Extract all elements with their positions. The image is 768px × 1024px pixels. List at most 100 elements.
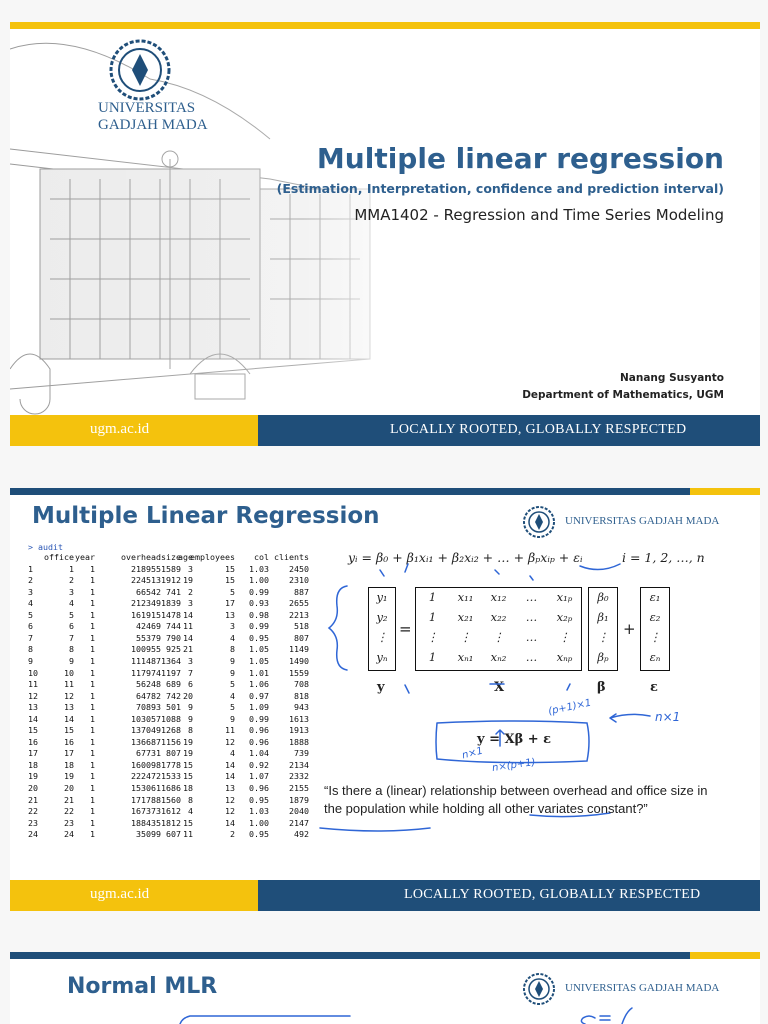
footer-motto: LOCALLY ROOTED, GLOBALLY RESPECTED bbox=[404, 887, 701, 902]
row-name: 2 bbox=[28, 575, 33, 586]
table-cell: 2 bbox=[188, 586, 193, 597]
table-cell: 19 bbox=[183, 748, 193, 759]
matrix-row: ⋮ bbox=[369, 627, 395, 647]
column-header: office bbox=[44, 552, 74, 562]
table-cell: 501 bbox=[166, 702, 181, 713]
table-cell: 21 bbox=[183, 644, 193, 655]
table-cell: 2 bbox=[230, 829, 235, 840]
matrix-entry: ε₁ bbox=[649, 590, 661, 604]
matrix-entry: 1 bbox=[428, 650, 437, 664]
table-cell: 1490 bbox=[289, 655, 309, 666]
matrix-row: 1 xₙ₁ xₙ₂ … xₙₚ bbox=[416, 647, 581, 667]
table-cell: 1 bbox=[69, 563, 74, 574]
matrix-entry: x₁₁ bbox=[457, 590, 474, 604]
table-cell: 3 bbox=[188, 598, 193, 609]
row-name: 1 bbox=[28, 563, 33, 574]
table-cell: 17 bbox=[64, 748, 74, 759]
matrix-entry: ⋮ bbox=[459, 630, 472, 644]
slide-title: Normal MLR bbox=[67, 974, 218, 999]
table-cell: 0.97 bbox=[249, 690, 269, 701]
table-cell: 20 bbox=[183, 690, 193, 701]
table-cell: 161915 bbox=[131, 609, 161, 620]
table-cell: 11 bbox=[225, 725, 235, 736]
handwriting bbox=[179, 1007, 633, 1024]
table-cell: 3 bbox=[230, 621, 235, 632]
table-cell: 1 bbox=[90, 759, 95, 770]
matrix-row: βₚ bbox=[589, 647, 617, 667]
table-cell: 2147 bbox=[289, 817, 309, 828]
table-cell: 8 bbox=[188, 794, 193, 805]
author: Nanang Susyanto bbox=[619, 372, 724, 384]
row-name: 11 bbox=[28, 679, 38, 690]
matrix-entry: y₁ bbox=[376, 590, 388, 604]
row-name: 24 bbox=[28, 829, 38, 840]
column-header: year bbox=[75, 552, 95, 562]
table-cell: 8 bbox=[69, 644, 74, 655]
table-cell: 13 bbox=[64, 702, 74, 713]
operator: = bbox=[399, 620, 412, 638]
table-cell: 100955 bbox=[131, 644, 161, 655]
table-cell: 3 bbox=[188, 563, 193, 574]
table-cell: 20 bbox=[64, 783, 74, 793]
table-cell: 22 bbox=[64, 806, 74, 817]
table-cell: 518 bbox=[294, 621, 309, 632]
table-cell: 1839 bbox=[161, 598, 181, 609]
equation: yᵢ = β₀ + β₁xᵢ₁ + β₂xᵢ₂ + … + βₚxᵢₚ + εᵢ bbox=[348, 550, 583, 565]
table-cell: 1.06 bbox=[249, 679, 269, 690]
table-cell: 137049 bbox=[131, 725, 161, 736]
table-cell: 64782 bbox=[136, 690, 161, 701]
top-bar bbox=[10, 488, 690, 495]
matrix-entry: xₙ₁ bbox=[457, 650, 474, 664]
matrix-row: ε₁ bbox=[641, 587, 669, 607]
row-name: 18 bbox=[28, 759, 38, 770]
column-header: col bbox=[254, 552, 269, 562]
matrix-row: εₙ bbox=[641, 647, 669, 667]
table-cell: 4 bbox=[230, 632, 235, 643]
top-bar bbox=[10, 22, 760, 29]
matrix-label: X bbox=[494, 680, 505, 695]
title-slide: UNIVERSITAS GADJAH MADA Multiple linear … bbox=[10, 22, 760, 446]
footer-right-bar: LOCALLY ROOTED, GLOBALLY RESPECTED bbox=[258, 880, 760, 911]
table-cell: 0.93 bbox=[249, 598, 269, 609]
table-cell: 807 bbox=[294, 632, 309, 643]
matrix: ε₁ ε₂ ⋮ εₙ bbox=[640, 587, 670, 671]
table-cell: 1888 bbox=[289, 736, 309, 747]
table-cell: 111487 bbox=[131, 655, 161, 666]
table-cell: 1 bbox=[90, 736, 95, 747]
matrix-entry: … bbox=[525, 650, 538, 664]
table-cell: 56248 bbox=[136, 679, 161, 690]
table-cell: 1 bbox=[90, 655, 95, 666]
table-cell: 7 bbox=[69, 632, 74, 643]
top-bar-accent bbox=[690, 952, 760, 959]
matrix-entry: yₙ bbox=[376, 650, 388, 664]
matrix-row: ⋮ ⋮ ⋮ … ⋮ bbox=[416, 627, 581, 647]
content-slide: Normal MLR UNIVERSITAS GADJAH MADA bbox=[10, 952, 760, 1024]
table-cell: 224513 bbox=[131, 575, 161, 586]
table-cell: 12 bbox=[64, 690, 74, 701]
footer-right-bar: LOCALLY ROOTED, GLOBALLY RESPECTED bbox=[258, 415, 760, 446]
table-cell: 8 bbox=[230, 644, 235, 655]
table-cell: 1156 bbox=[161, 736, 181, 747]
matrix-entry: … bbox=[525, 590, 538, 604]
matrix-row: 1 x₂₁ x₂₂ … x₂ₚ bbox=[416, 607, 581, 627]
table-cell: 1.04 bbox=[249, 748, 269, 759]
table-cell: 1 bbox=[90, 817, 95, 828]
table-cell: 0.99 bbox=[249, 713, 269, 724]
matrix: y₁ y₂ ⋮ yₙ bbox=[368, 587, 396, 671]
table-cell: 1559 bbox=[289, 667, 309, 678]
table-cell: 0.96 bbox=[249, 783, 269, 793]
table-cell: 1 bbox=[90, 586, 95, 597]
row-name: 10 bbox=[28, 667, 38, 678]
footer-motto: LOCALLY ROOTED, GLOBALLY RESPECTED bbox=[390, 422, 687, 437]
table-cell: 1 bbox=[90, 713, 95, 724]
matrix-label: ε bbox=[650, 680, 658, 695]
university-logo bbox=[523, 973, 555, 1005]
row-name: 13 bbox=[28, 702, 38, 713]
matrix-entry: ⋮ bbox=[597, 630, 609, 644]
table-cell: 4 bbox=[230, 690, 235, 701]
table-cell: 1 bbox=[90, 783, 95, 793]
table-cell: 741 bbox=[166, 586, 181, 597]
table-cell: 17 bbox=[225, 598, 235, 609]
matrix-entry: … bbox=[525, 610, 538, 624]
table-cell: 5 bbox=[230, 702, 235, 713]
